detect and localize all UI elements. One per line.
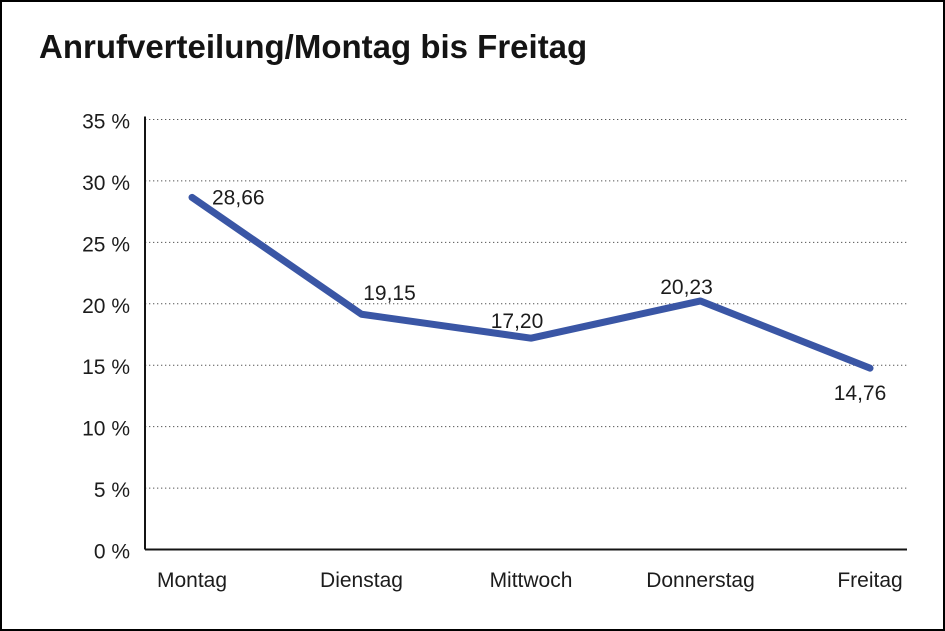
data-value-label: 14,76 [834,382,887,405]
data-value-label: 28,66 [212,186,265,209]
y-axis-tick-label: 10 % [82,418,130,441]
y-axis-tick-label: 35 % [82,111,130,134]
y-axis-tick-label: 5 % [94,479,130,502]
x-axis-label: Montag [157,569,227,592]
x-axis-label: Mittwoch [490,569,573,592]
data-value-label: 20,23 [660,276,713,299]
data-line [188,193,874,372]
y-axis-tick-label: 20 % [82,295,130,318]
x-axis-label: Donnerstag [646,569,755,592]
y-axis-tick-label: 15 % [82,356,130,379]
chart-title: Anrufverteilung/Montag bis Freitag [39,28,588,65]
y-axis-tick-label: 25 % [82,233,130,256]
x-axis-label: Freitag [837,569,902,592]
y-axis-tick-label: 30 % [82,172,130,195]
data-value-label: 17,20 [491,310,544,333]
y-axis-tick-label: 0 % [94,541,130,564]
x-axis-label: Dienstag [320,569,403,592]
data-value-label: 19,15 [363,282,416,305]
